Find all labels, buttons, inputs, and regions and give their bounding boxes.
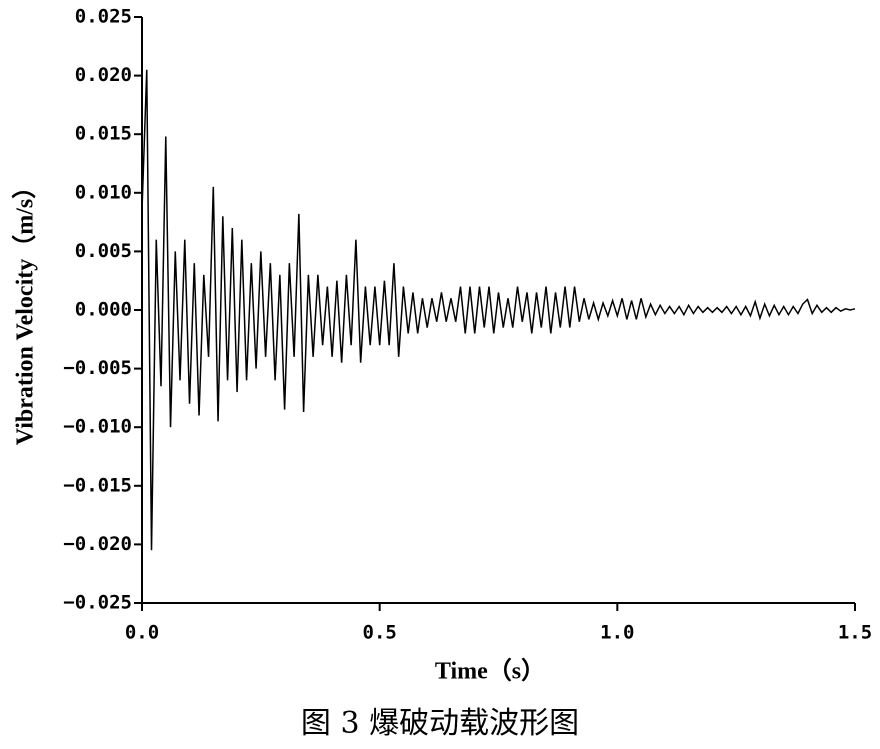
y-tick-label: 0.010 — [75, 181, 132, 203]
y-tick-label: −0.015 — [63, 474, 132, 496]
caption: 图 3 爆破动载波形图 — [301, 706, 579, 741]
y-axis-label: Vibration Velocity（m/s） — [12, 175, 39, 445]
y-tick-label: 0.025 — [75, 6, 132, 28]
y-tick-label: 0.000 — [75, 299, 132, 321]
y-tick-label: 0.015 — [75, 123, 132, 145]
x-axis-label: Time（s） — [435, 658, 545, 685]
y-tick-label: 0.005 — [75, 240, 132, 262]
y-tick-label: 0.020 — [75, 64, 132, 86]
y-tick-label: −0.025 — [63, 592, 132, 614]
x-tick-label: 0.0 — [125, 622, 159, 644]
x-tick-label: 0.5 — [363, 622, 397, 644]
x-tick-label: 1.0 — [600, 622, 634, 644]
y-tick-label: −0.005 — [63, 357, 132, 379]
y-tick-label: −0.020 — [63, 533, 132, 555]
x-tick-label: 1.5 — [838, 622, 872, 644]
y-tick-label: −0.010 — [63, 416, 132, 438]
waveform — [141, 69, 856, 551]
